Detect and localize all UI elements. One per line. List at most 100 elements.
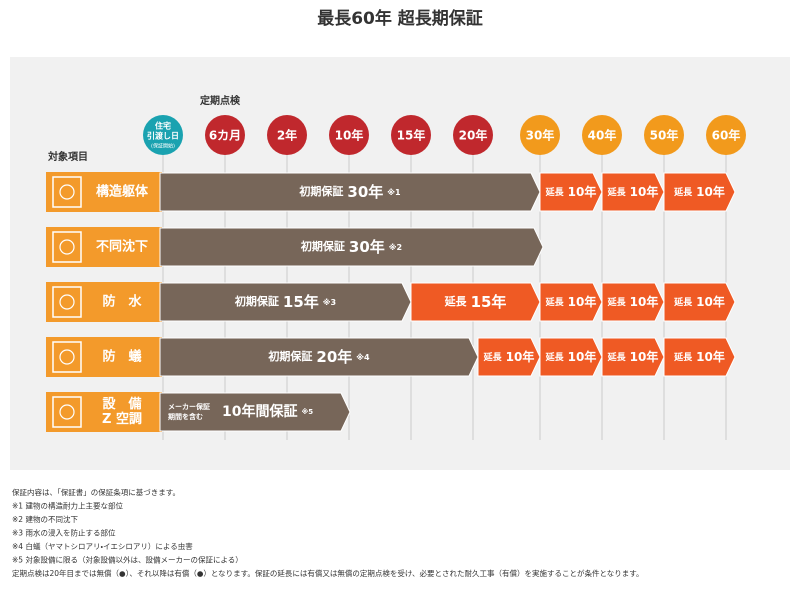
segment-label: 初期保証 xyxy=(300,239,345,253)
segment-text: 延長 10年 xyxy=(673,294,725,309)
start-label: 住宅 xyxy=(154,121,171,131)
segment-years: 10年 xyxy=(568,294,597,309)
item-box xyxy=(46,172,162,212)
segment-years: 30年 xyxy=(347,183,383,201)
segment-years: 10年 xyxy=(506,349,535,364)
segment-small: メーカー保証 xyxy=(168,402,210,411)
icon-mark xyxy=(59,239,75,255)
inspection-circle xyxy=(453,115,493,155)
segment-text: 延長 10年 xyxy=(607,294,659,309)
segment-label: 延長 xyxy=(607,296,627,308)
segment-label: 延長 xyxy=(545,296,565,308)
warranty-segment xyxy=(159,392,351,432)
icon-frame xyxy=(52,396,82,428)
warranty-segment xyxy=(539,172,603,212)
inspection-circle xyxy=(520,115,560,155)
icon-mark xyxy=(59,184,75,200)
warranty-segment xyxy=(539,282,603,322)
segment-text: 10年間保証 ※5 xyxy=(222,403,313,420)
item-label: 不同沈下 xyxy=(96,239,148,255)
segment-label: 初期保証 xyxy=(298,184,343,198)
item-box xyxy=(46,337,162,377)
segment-years: 15年 xyxy=(471,293,507,311)
segment-text: 初期保証 30年 ※2 xyxy=(300,238,402,256)
inspection-label: 2年 xyxy=(277,128,297,143)
item-icon xyxy=(52,286,82,318)
item-label: Z 空調 xyxy=(102,411,142,427)
segment-years: 10年 xyxy=(696,184,725,199)
segment-note: ※1 xyxy=(387,187,401,197)
inspection-label: 6カ月 xyxy=(209,129,241,143)
item-box xyxy=(46,392,162,432)
inspection-circle xyxy=(391,115,431,155)
note: ※2 建物の不同沈下 xyxy=(12,514,78,524)
segment-years: 30年 xyxy=(349,238,385,256)
warranty-segment xyxy=(477,337,541,377)
warranty-segment xyxy=(601,172,665,212)
warranty-segment xyxy=(159,282,412,322)
segment-label: 初期保証 xyxy=(267,349,312,363)
segment-years: 10年 xyxy=(630,349,659,364)
item-box xyxy=(46,282,162,322)
warranty-segment xyxy=(663,282,736,322)
segment-note: ※2 xyxy=(389,242,402,252)
inspection-label: 60年 xyxy=(712,128,741,143)
inspection-label: 20年 xyxy=(459,128,488,143)
item-icon xyxy=(52,231,82,263)
segment-years: 10年 xyxy=(568,184,597,199)
item-icon xyxy=(52,176,82,208)
segment-text: 延長 10年 xyxy=(673,184,725,199)
title: 最長60年 超長期保証 xyxy=(317,8,483,29)
segment-years: 20年 xyxy=(316,348,352,366)
icon-mark xyxy=(59,349,75,365)
item-label: 設 備 xyxy=(102,396,141,412)
segment-text: 初期保証 20年 ※4 xyxy=(267,348,370,366)
segment-text: 延長 10年 xyxy=(545,294,597,309)
note: ※4 白蟻（ヤマトシロアリ・イエシロアリ）による虫害 xyxy=(12,541,193,551)
segment-text: 延長 10年 xyxy=(607,349,659,364)
start-label: 引渡し日 xyxy=(147,131,179,141)
inspection-label: 30年 xyxy=(526,128,555,143)
note: 保証内容は、「保証書」の保証条項に基づきます。 xyxy=(12,487,180,497)
item-icon xyxy=(52,341,82,373)
icon-frame xyxy=(52,286,82,318)
segment-years: 10年 xyxy=(568,349,597,364)
inspection-circle xyxy=(329,115,369,155)
warranty-segment xyxy=(159,227,544,267)
warranty-segment xyxy=(159,337,479,377)
icon-mark xyxy=(59,404,75,420)
inspection-circle xyxy=(205,115,245,155)
segment-text: 延長 10年 xyxy=(545,184,597,199)
segment-text: 延長 10年 xyxy=(673,349,725,364)
segment-years: 10年 xyxy=(696,349,725,364)
segment-text: 初期保証 15年 ※3 xyxy=(234,293,336,311)
segment-years: 15年 xyxy=(283,293,319,311)
items-title: 対象項目 xyxy=(47,150,88,163)
warranty-segment xyxy=(601,282,665,322)
segment-note: ※4 xyxy=(356,352,370,362)
segment-label: 延長 xyxy=(673,296,693,308)
note: ※1 建物の構造耐力上主要な部位 xyxy=(12,501,123,511)
segment-label: 延長 xyxy=(673,186,693,198)
segment-years: 10年 xyxy=(630,184,659,199)
warranty-segment xyxy=(539,337,603,377)
segment-label: 延長 xyxy=(607,351,627,363)
note: ※5 対象設備に限る（対象設備以外は、設備メーカーの保証による） xyxy=(12,555,243,565)
item-label: 防 水 xyxy=(102,294,142,310)
icon-frame xyxy=(52,176,82,208)
segment-text: 初期保証 30年 ※1 xyxy=(298,183,401,201)
warranty-segment xyxy=(410,282,541,322)
segment-note: ※3 xyxy=(323,297,336,307)
segment-small: 期間を含む xyxy=(168,412,203,421)
segment-text: 延長 10年 xyxy=(483,349,535,364)
item-label: 構造躯体 xyxy=(96,184,149,200)
segment-label: 延長 xyxy=(444,294,468,308)
segment-label: 延長 xyxy=(607,186,627,198)
inspection-circle xyxy=(582,115,622,155)
icon-frame xyxy=(52,231,82,263)
segment-text: 延長 10年 xyxy=(607,184,659,199)
segment-label: 初期保証 xyxy=(234,294,279,308)
schedule-title: 定期点検 xyxy=(200,94,241,107)
item-label: 防 蟻 xyxy=(102,349,141,365)
item-icon xyxy=(52,396,82,428)
